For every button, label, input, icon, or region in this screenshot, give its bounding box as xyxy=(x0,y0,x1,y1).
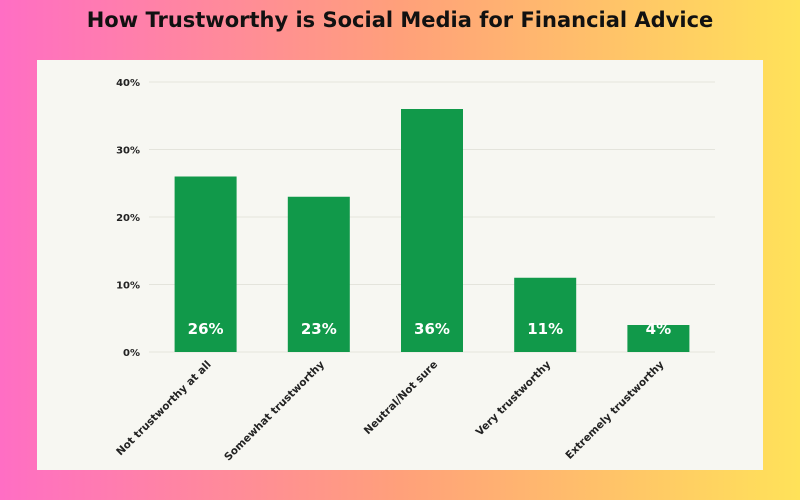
data-label: 23% xyxy=(301,320,337,338)
x-tick-label: Not trustworthy at all xyxy=(114,359,214,459)
data-label: 4% xyxy=(646,320,671,338)
bar-2 xyxy=(287,196,350,352)
x-tick-label: Extremely trustworthy xyxy=(563,359,666,462)
chart-panel: 0% 10% 20% 30% 40% 26% Not trustworthy at all 2… xyxy=(37,60,763,470)
chart-title: How Trustworthy is Social Media for Fina… xyxy=(86,8,714,32)
bar-4 xyxy=(514,277,577,352)
x-tick-label: Somewhat trustworthy xyxy=(222,359,327,464)
bar-5 xyxy=(627,325,690,352)
data-label: 26% xyxy=(188,320,224,338)
y-tick-label: 40% xyxy=(116,78,140,89)
bar-1 xyxy=(174,176,237,352)
y-tick-label: 10% xyxy=(116,281,140,292)
data-label: 36% xyxy=(414,320,450,338)
x-tick-label: Very trustworthy xyxy=(474,359,554,439)
bar-chart: 0% 10% 20% 30% 40% 26% Not trustworthy at all 2… xyxy=(114,78,715,464)
bar-3 xyxy=(401,109,463,352)
data-label: 11% xyxy=(527,320,563,338)
y-tick-label: 0% xyxy=(123,348,140,359)
y-tick-label: 30% xyxy=(116,146,140,157)
y-tick-label: 20% xyxy=(116,213,140,224)
x-tick-label: Neutral/Not sure xyxy=(362,359,440,437)
